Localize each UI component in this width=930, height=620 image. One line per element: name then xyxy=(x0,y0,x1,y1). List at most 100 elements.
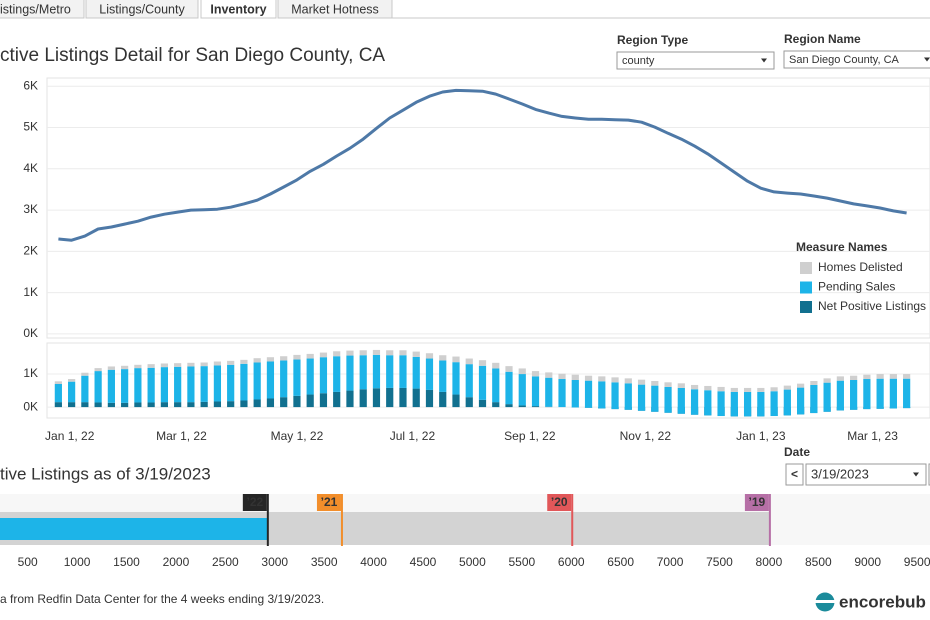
date-select-value[interactable]: 3/19/2023 xyxy=(811,466,869,481)
x-tick-label: 3500 xyxy=(311,555,338,569)
bar-segment xyxy=(359,350,367,356)
x-tick-label: 3000 xyxy=(261,555,288,569)
chart-title: tive Listings as of 3/19/2023 xyxy=(0,464,211,483)
tab-label[interactable]: Listings/County xyxy=(99,2,185,16)
bar-segment xyxy=(743,387,752,392)
bar-segment xyxy=(174,363,182,367)
bar-segment xyxy=(134,368,142,403)
bar-segment xyxy=(213,361,222,366)
x-tick-label: 5000 xyxy=(459,555,486,569)
bar-segment xyxy=(690,389,699,415)
bar-segment xyxy=(836,376,844,381)
bar-segment xyxy=(584,375,593,381)
x-tick-label: 8000 xyxy=(756,555,783,569)
tab[interactable] xyxy=(200,0,277,19)
region-name-box[interactable] xyxy=(783,50,930,69)
bar-segment xyxy=(505,366,513,372)
bar-segment xyxy=(147,367,155,403)
x-tick-label: 8500 xyxy=(805,555,832,569)
tab[interactable] xyxy=(85,0,199,19)
bar-segment xyxy=(306,358,314,395)
bar-segment xyxy=(253,399,261,408)
logo-stripe xyxy=(815,600,835,603)
bar-segment xyxy=(611,382,619,410)
bar-segment xyxy=(465,358,473,365)
bar-segment xyxy=(664,382,672,387)
bar-segment xyxy=(478,360,487,366)
date-prev-button[interactable] xyxy=(785,463,804,486)
bar-segment xyxy=(107,366,115,370)
bar-segment xyxy=(810,380,818,385)
reference-label-box xyxy=(744,494,769,511)
bar-segment xyxy=(889,374,897,379)
bar-segment xyxy=(876,374,884,379)
tab-label[interactable]: Market Hotness xyxy=(291,2,379,16)
date-prev-label[interactable]: < xyxy=(791,467,798,481)
y-tick-label: 5K xyxy=(23,120,38,134)
bar-segment xyxy=(598,376,606,382)
bar-segment xyxy=(717,391,725,417)
bar-segment xyxy=(439,391,447,408)
bar-segment xyxy=(823,378,831,383)
tab-label[interactable]: istings/Metro xyxy=(0,2,71,16)
bar-segment xyxy=(492,362,500,369)
y-tick-label: 3K xyxy=(23,202,38,216)
x-tick-label: 500 xyxy=(18,555,38,569)
bar-segment xyxy=(810,384,818,414)
x-tick-label: Mar 1, 22 xyxy=(156,429,207,443)
region-type-value[interactable]: county xyxy=(622,55,655,67)
bar-segment xyxy=(134,364,142,369)
bar-segment xyxy=(359,389,367,408)
bar-segment xyxy=(478,365,487,400)
bar-segment xyxy=(452,394,460,408)
bar-segment xyxy=(372,354,381,389)
tab[interactable] xyxy=(0,0,85,19)
bar-segment xyxy=(68,381,76,403)
bar-segment xyxy=(280,356,288,361)
x-tick-label: Jan 1, 22 xyxy=(45,429,95,443)
x-tick-label: 2500 xyxy=(212,555,239,569)
reference-label: ’21 xyxy=(321,495,338,509)
date-select-arrow xyxy=(913,472,919,477)
date-select-box[interactable] xyxy=(805,463,927,486)
x-tick-label: May 1, 22 xyxy=(271,429,324,443)
bar-segment xyxy=(240,363,248,401)
footer-note: a from Redfin Data Center for the 4 week… xyxy=(0,592,324,606)
region-type-box[interactable] xyxy=(616,51,775,70)
bar-segment xyxy=(757,391,765,417)
bar-segment xyxy=(386,350,394,356)
bar-segment xyxy=(107,369,115,403)
bar-segment xyxy=(213,365,222,402)
bar-segment xyxy=(704,390,712,416)
bar-segment xyxy=(293,395,301,408)
tab[interactable] xyxy=(277,0,393,19)
bar-segment xyxy=(452,362,460,395)
bar-segment xyxy=(121,369,129,403)
bar-segment xyxy=(439,360,447,392)
bar-segment xyxy=(637,384,646,411)
bar-segment xyxy=(690,384,699,390)
x-tick-label: 4000 xyxy=(360,555,387,569)
reference-label-box xyxy=(547,494,572,511)
bar-segment xyxy=(770,391,778,417)
bar-segment xyxy=(174,366,182,403)
bar-segment xyxy=(121,365,129,370)
bar-segment xyxy=(147,364,155,368)
bar-segment xyxy=(624,378,632,384)
bar-segment xyxy=(863,374,871,380)
region-name-value[interactable]: San Diego County, CA xyxy=(789,54,900,66)
bar-segment xyxy=(412,356,420,389)
reference-label: ’19 xyxy=(749,495,766,509)
bar-segment xyxy=(730,391,738,417)
chart-title: ctive Listings Detail for San Diego Coun… xyxy=(0,45,385,66)
x-tick-label: 2000 xyxy=(163,555,190,569)
x-tick-label: 4500 xyxy=(410,555,437,569)
bar-segment xyxy=(280,360,288,398)
bar-segment xyxy=(174,402,182,408)
bar-segment xyxy=(134,402,142,408)
y-tick-label: 1K xyxy=(23,285,38,299)
bar-segment xyxy=(227,360,235,365)
tab-label[interactable]: Inventory xyxy=(210,2,266,16)
bar-segment xyxy=(187,402,195,408)
bar-segment xyxy=(160,402,168,408)
